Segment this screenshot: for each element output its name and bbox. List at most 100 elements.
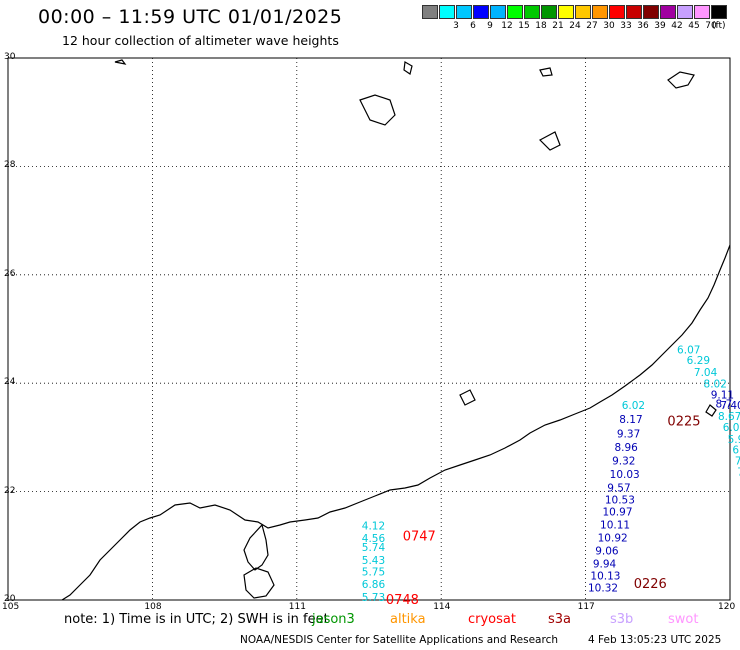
coastline-mainland: [61, 244, 731, 601]
longitude-label: 108: [144, 602, 162, 612]
wave-height-value: 8.02: [704, 379, 727, 391]
legend-label: 12: [501, 21, 513, 31]
coastline-north-3: [667, 71, 695, 89]
pass-time-tag: 0747: [403, 529, 436, 544]
wave-height-value: 7.1: [735, 456, 740, 468]
legend-label: 33: [620, 21, 632, 31]
coastline: [61, 59, 731, 601]
longitude-label: 111: [288, 602, 306, 612]
legend-swatch: [558, 5, 574, 19]
coastline-leizhou: [243, 523, 269, 571]
legend-label: 27: [586, 21, 598, 31]
wave-height-value: 10.92: [598, 532, 628, 544]
legend-swatch: [524, 5, 540, 19]
wave-height-value: 10.03: [610, 469, 640, 481]
latitude-label: 30: [4, 52, 16, 62]
legend-label: 9: [487, 21, 493, 31]
legend-label: 18: [535, 21, 547, 31]
wave-height-value: 6.1: [732, 445, 740, 457]
wave-height-value: 8.96: [614, 442, 638, 454]
footer-credit: NOAA/NESDIS Center for Satellite Applica…: [240, 634, 558, 646]
wave-height-value: 7.04: [694, 367, 718, 379]
wave-height-value: 10.53: [605, 495, 635, 507]
legend-swatch: [439, 5, 455, 19]
wave-height-value: 10.97: [602, 506, 632, 518]
wave-height-value: 6.01: [723, 422, 740, 434]
wave-height-value: 5.43: [362, 555, 385, 567]
coastline-north-2: [539, 131, 561, 151]
legend-swatch: [575, 5, 591, 19]
latitude-label: 24: [4, 377, 16, 388]
wave-height-value: 6.29: [687, 355, 710, 367]
pass-time-tag: 0226: [634, 577, 667, 592]
latitude-label: 20: [4, 594, 16, 604]
longitude-label: 105: [2, 602, 20, 612]
legend-swatch: [711, 5, 727, 19]
wave-height-value: 5.75: [362, 567, 385, 579]
legend-swatch: [473, 5, 489, 19]
wave-height-value: 4.12: [362, 521, 385, 533]
pass-time-tag: 0225: [667, 414, 700, 429]
wave-height-value: 8.7: [716, 399, 733, 411]
legend-swatch: [456, 5, 472, 19]
legend-swatch: [660, 5, 676, 19]
legend-swatch: [422, 5, 438, 19]
wave-height-value: 4.56: [362, 533, 386, 545]
coastline-penghu: [705, 404, 717, 417]
map-title: 00:00 – 11:59 UTC 01/01/2025: [38, 6, 343, 28]
longitude-label: 117: [577, 602, 595, 612]
grid-lines: [8, 58, 730, 600]
coastline-north-7: [114, 59, 127, 65]
wave-height-value: 9.11: [711, 389, 734, 401]
legend-label: 42: [671, 21, 683, 31]
satellite-name: jason3: [312, 612, 355, 627]
legend-swatch: [694, 5, 710, 19]
legend-swatch: [592, 5, 608, 19]
wave-height-value: 7.40: [720, 400, 740, 412]
latitude-label: 22: [4, 485, 16, 496]
coastline-north-4: [403, 61, 413, 75]
coastline-hainan: [243, 567, 275, 599]
satellite-name: cryosat: [468, 612, 516, 627]
legend-label: 70: [705, 21, 717, 31]
legend-swatch: [609, 5, 625, 19]
legend-swatch: [643, 5, 659, 19]
footer-timestamp: 4 Feb 13:05:23 UTC 2025: [588, 634, 722, 646]
legend-label: 15: [518, 21, 530, 31]
satellite-name: s3b: [610, 612, 634, 627]
legend-label: 24: [569, 21, 581, 31]
legend-swatch: [490, 5, 506, 19]
legend-label: 36: [637, 21, 649, 31]
coastline-north-5: [539, 67, 553, 77]
wave-height-value: 8.17: [619, 414, 642, 426]
legend-swatch: [507, 5, 523, 19]
legend-label: 6: [470, 21, 476, 31]
wave-height-value: 6.02: [622, 400, 645, 412]
legend-label: 21: [552, 21, 564, 31]
legend-swatch: [541, 5, 557, 19]
pass-time-tag: 0748: [386, 593, 419, 608]
wave-height-value: 9.37: [617, 428, 640, 440]
plot-frame: [7, 57, 731, 601]
wave-height-value: 9.94: [593, 558, 617, 570]
satellite-name: altika: [390, 612, 426, 627]
legend-label: 30: [603, 21, 615, 31]
wave-height-value: 6.86: [362, 579, 386, 591]
latitude-label: 28: [4, 160, 16, 171]
wave-height-value: 5.74: [362, 542, 386, 554]
coastline-north-1: [359, 94, 396, 126]
wave-height-value: 5.9: [728, 434, 740, 446]
wave-height-value: 10.11: [600, 519, 630, 531]
legend-swatch: [626, 5, 642, 19]
longitude-label: 120: [718, 602, 736, 612]
satellite-name: s3a: [548, 612, 572, 627]
wave-height-value: 7.: [737, 466, 740, 478]
wave-height-value: 9.06: [595, 545, 619, 557]
wave-height-value: 10.32: [588, 582, 618, 594]
wave-height-value: 8.67: [718, 411, 740, 423]
legend-label: 45: [688, 21, 700, 31]
note-text: note: 1) Time is in UTC; 2) SWH is in fe…: [64, 612, 329, 627]
legend-label: 39: [654, 21, 666, 31]
longitude-label: 114: [433, 602, 451, 612]
